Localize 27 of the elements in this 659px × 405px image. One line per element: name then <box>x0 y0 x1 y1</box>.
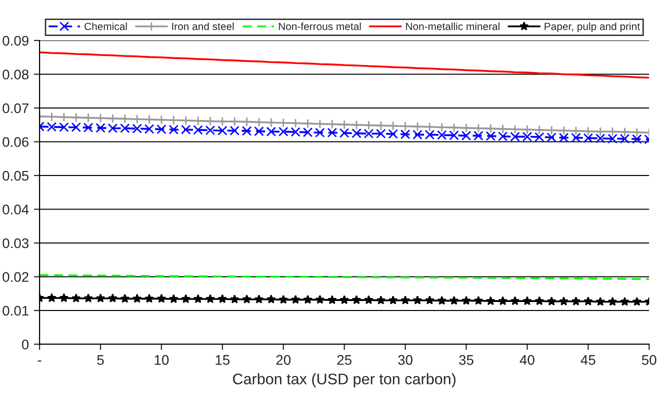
x-tick-label: 35 <box>459 355 474 365</box>
y-tick-label: 0 <box>22 340 29 350</box>
legend-label: Chemical <box>84 22 127 30</box>
x-tick-label: 20 <box>276 355 291 365</box>
x-tick-label: 30 <box>398 355 412 365</box>
legend-label: Paper, pulp and print <box>544 22 640 32</box>
y-tick-label: 0.09 <box>2 36 28 46</box>
legend-label: Non-ferrous metal <box>278 22 361 30</box>
x-tick-label: 5 <box>97 355 104 365</box>
y-tick-label: 0.07 <box>2 103 28 114</box>
legend-label: Non-metallic mineral <box>406 22 500 30</box>
x-tick-label: - <box>38 360 42 362</box>
y-tick-label: 0.02 <box>2 272 28 282</box>
y-tick-label: 0.06 <box>2 137 29 147</box>
y-tick-label: 0.05 <box>2 170 29 181</box>
y-tick-label: 0.01 <box>2 306 28 316</box>
x-tick-label: 40 <box>520 355 534 365</box>
x-tick-label: 10 <box>154 355 169 365</box>
x-tick-label: 15 <box>216 355 230 365</box>
x-axis-title: Carbon tax (USD per ton carbon) <box>233 373 456 388</box>
y-tick-label: 0.08 <box>2 70 29 80</box>
x-tick-label: 25 <box>337 355 352 365</box>
y-tick-label: 0.03 <box>2 238 29 248</box>
legend-label: Iron and steel <box>172 22 234 30</box>
x-tick-label: 50 <box>642 355 656 365</box>
x-tick-label: 45 <box>580 355 596 365</box>
y-tick-label: 0.04 <box>2 204 29 214</box>
